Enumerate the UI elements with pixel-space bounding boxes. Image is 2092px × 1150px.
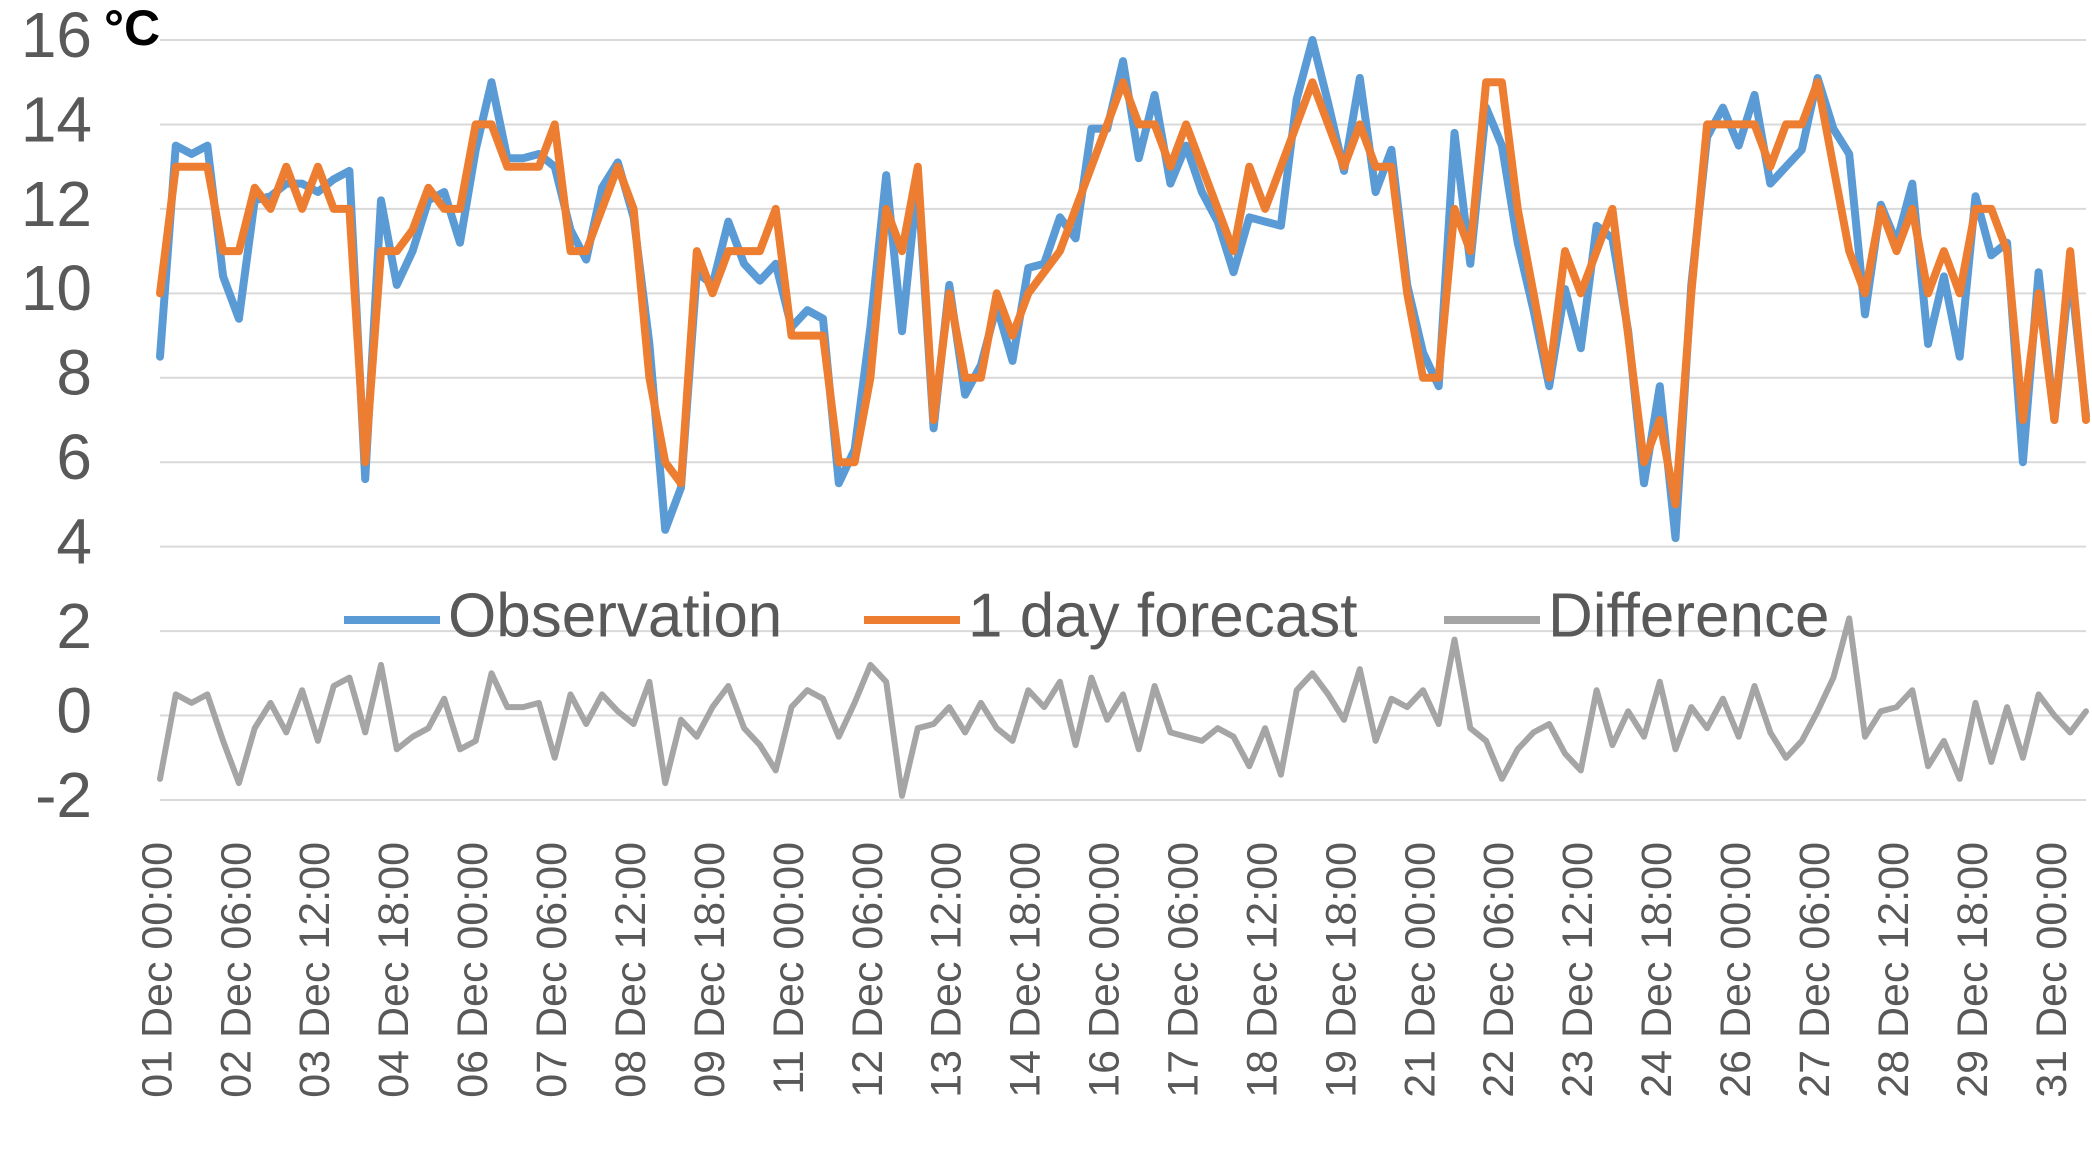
x-tick-label: 27 Dec 06:00	[1791, 842, 1839, 1098]
x-tick-label: 08 Dec 12:00	[607, 842, 655, 1098]
x-tick-label: 28 Dec 12:00	[1870, 842, 1918, 1098]
x-tick-label: 29 Dec 18:00	[1949, 842, 1997, 1098]
y-tick-label: 8	[56, 337, 92, 409]
legend-label: Difference	[1548, 581, 1829, 650]
y-tick-label: 6	[56, 421, 92, 493]
x-tick-label: 13 Dec 12:00	[923, 842, 971, 1098]
y-tick-label: 0	[56, 674, 92, 746]
x-tick-label: 31 Dec 00:00	[2028, 842, 2076, 1098]
x-tick-label: 12 Dec 06:00	[844, 842, 892, 1098]
series-line	[157, 615, 2089, 799]
x-tick-label: 21 Dec 00:00	[1396, 842, 1444, 1098]
y-tick-label: 14	[21, 83, 92, 155]
x-tick-label: 23 Dec 12:00	[1554, 842, 1602, 1098]
plot-area	[156, 36, 2090, 799]
x-tick-label: 14 Dec 18:00	[1002, 842, 1050, 1098]
legend-label: 1 day forecast	[968, 581, 1357, 650]
x-tick-label: 16 Dec 00:00	[1081, 842, 1129, 1098]
x-tick-label: 18 Dec 12:00	[1238, 842, 1286, 1098]
series-line	[156, 36, 2090, 543]
y-tick-label: 4	[56, 506, 92, 578]
x-tick-label: 04 Dec 18:00	[370, 842, 418, 1098]
x-tick-label: 24 Dec 18:00	[1633, 842, 1681, 1098]
x-tick-label: 22 Dec 06:00	[1475, 842, 1523, 1098]
x-tick-label: 03 Dec 12:00	[291, 842, 339, 1098]
x-tick-label: 06 Dec 00:00	[449, 842, 497, 1098]
y-axis-unit: °C	[104, 0, 160, 56]
x-tick-label: 19 Dec 18:00	[1317, 842, 1365, 1098]
axes: -2 0 2 4 6 8 10 12 14 16 01 Dec 00:00 02 Dec 06:00 0…	[21, 0, 2076, 1098]
x-tick-label: 17 Dec 06:00	[1160, 842, 1208, 1098]
x-tick-label: 11 Dec 00:00	[765, 842, 813, 1095]
legend: Observation 1 day forecast Difference	[344, 581, 1829, 650]
y-tick-label: -2	[35, 759, 92, 831]
x-tick-label: 07 Dec 06:00	[528, 842, 576, 1098]
x-tick-label: 26 Dec 00:00	[1712, 842, 1760, 1098]
x-tick-label: 02 Dec 06:00	[212, 842, 260, 1098]
series-line	[156, 78, 2090, 509]
x-tick-label: 09 Dec 18:00	[686, 842, 734, 1098]
y-tick-label: 12	[21, 168, 92, 240]
y-tick-label: 10	[21, 252, 92, 324]
x-tick-label: 01 Dec 00:00	[133, 842, 181, 1098]
y-tick-label: 16	[21, 0, 92, 71]
y-tick-label: 2	[56, 590, 92, 662]
legend-label: Observation	[448, 581, 782, 650]
